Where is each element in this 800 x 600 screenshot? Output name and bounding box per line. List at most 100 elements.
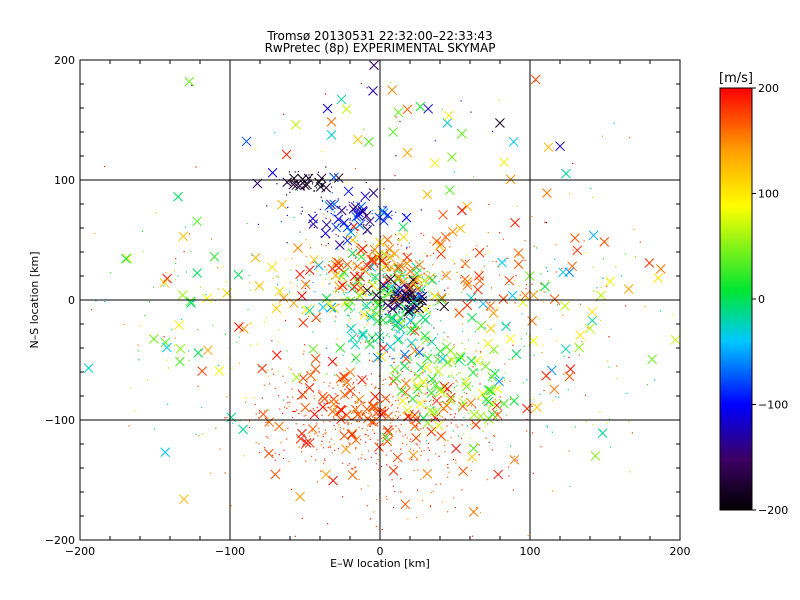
data-point-cross (327, 263, 338, 274)
data-point-cross (430, 380, 441, 391)
data-point (301, 397, 303, 400)
data-point (469, 437, 472, 439)
data-point (334, 269, 336, 271)
data-point (333, 418, 335, 421)
data-point (277, 341, 280, 343)
data-point (387, 291, 389, 294)
data-point (371, 277, 374, 279)
data-point (210, 472, 212, 474)
data-point-cross (451, 443, 461, 454)
data-point (426, 283, 428, 285)
data-point (380, 297, 382, 299)
data-point (371, 360, 373, 362)
data-point (547, 270, 549, 272)
data-point (500, 402, 502, 404)
data-point (188, 233, 191, 235)
data-point (238, 336, 240, 338)
data-point-cross (374, 249, 384, 260)
data-point (406, 246, 408, 248)
data-point (361, 211, 363, 213)
data-point-cross (415, 399, 426, 409)
data-point (384, 407, 386, 409)
data-point (501, 380, 503, 383)
data-point (359, 342, 362, 344)
data-point (395, 431, 397, 433)
data-point (367, 408, 369, 410)
data-point (546, 425, 548, 427)
data-point (425, 407, 427, 409)
data-point (371, 292, 373, 294)
data-point (389, 274, 391, 276)
data-point (402, 435, 404, 437)
data-point (420, 428, 422, 430)
data-point (383, 337, 385, 339)
data-point (421, 289, 423, 291)
data-point (324, 460, 326, 462)
data-point (393, 317, 396, 319)
data-point-cross (357, 205, 368, 216)
data-point (375, 525, 377, 528)
data-point (357, 229, 359, 231)
data-point-cross (508, 136, 519, 147)
data-point-cross (429, 158, 440, 168)
data-point (592, 266, 594, 268)
data-point (324, 429, 327, 431)
data-point (313, 398, 315, 400)
data-point (389, 270, 391, 272)
data-point (435, 386, 437, 388)
data-point (334, 405, 336, 408)
data-point (434, 140, 436, 142)
data-point-cross (456, 128, 467, 139)
data-point (320, 236, 322, 238)
data-point (344, 388, 346, 390)
data-point (333, 417, 335, 419)
data-point (386, 295, 388, 298)
data-point (631, 432, 633, 434)
data-point (385, 454, 387, 456)
data-point (423, 385, 425, 387)
data-point (349, 311, 352, 313)
data-point (174, 270, 176, 272)
data-point (431, 324, 433, 326)
data-point-cross (308, 219, 319, 229)
data-point (296, 285, 298, 287)
data-point (333, 290, 335, 293)
data-point-cross (412, 380, 422, 391)
data-point-cross (410, 320, 421, 330)
data-point (390, 281, 392, 284)
data-point (416, 393, 418, 396)
data-point-cross (520, 290, 531, 301)
data-point (478, 328, 480, 331)
data-point (377, 468, 379, 470)
data-point (232, 422, 234, 425)
data-point-cross (368, 417, 379, 427)
data-point (608, 418, 610, 420)
data-point (304, 439, 306, 442)
data-point (197, 385, 199, 387)
data-point (514, 302, 516, 304)
data-point (454, 507, 456, 509)
data-point (463, 403, 465, 405)
data-point (436, 417, 439, 420)
data-point (384, 272, 386, 275)
data-point (659, 310, 662, 312)
data-point (592, 196, 594, 199)
data-point (303, 291, 305, 293)
data-point (400, 478, 402, 480)
data-point (437, 363, 439, 365)
data-point (261, 397, 263, 399)
data-point (422, 382, 424, 385)
data-point (385, 306, 388, 309)
data-point (292, 410, 294, 412)
data-point (328, 260, 331, 262)
data-point (347, 385, 349, 387)
data-point (266, 205, 268, 207)
data-point (153, 286, 155, 288)
data-point (426, 379, 428, 382)
data-point-cross (282, 177, 293, 188)
data-point (368, 281, 370, 283)
data-point (377, 458, 379, 461)
data-point (404, 300, 406, 302)
